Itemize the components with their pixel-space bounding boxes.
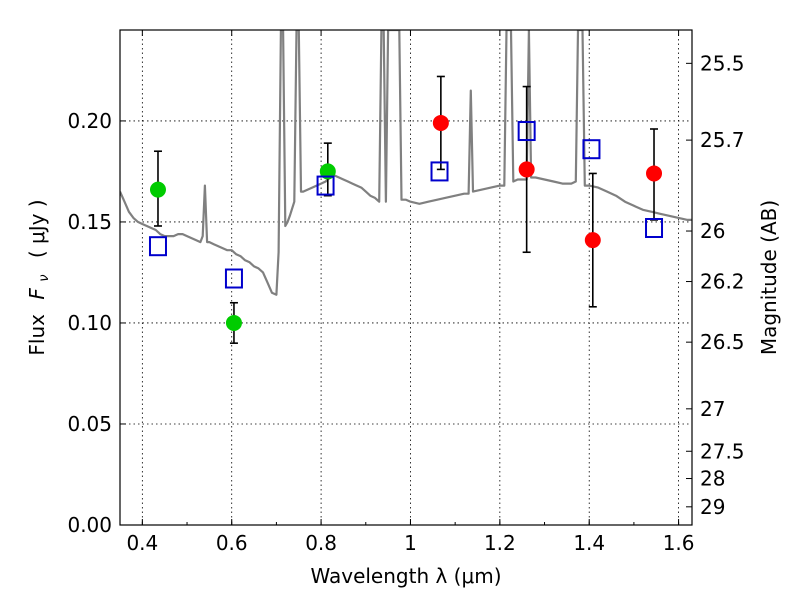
model-point (517, 121, 536, 142)
x-tick-label: 0.6 (216, 531, 248, 555)
x-tick-label: 1.4 (573, 531, 605, 555)
data-point (225, 314, 242, 331)
x-tick-label: 0.8 (305, 531, 337, 555)
y-tick-label: 0.10 (67, 311, 112, 335)
x-axis-label: Wavelength λ (μm) (310, 564, 501, 588)
x-tick-label: 1 (404, 531, 417, 555)
y-axis-label-symbol: F (25, 288, 49, 300)
y2-tick-label: 26 (700, 219, 725, 243)
model-point (148, 236, 167, 257)
data-points (148, 75, 664, 344)
y2-axis-label: Magnitude (AB) (757, 200, 781, 355)
y2-tick-label: 25.5 (700, 51, 745, 75)
y2-tick-label: 26.5 (700, 330, 745, 354)
model-point (645, 218, 664, 238)
y2-tick-label: 27.5 (700, 439, 745, 463)
y2-tick-label: 26.2 (700, 270, 745, 294)
y-tick-label: 0.15 (67, 210, 112, 234)
model-point (430, 161, 449, 182)
y-axis-label-unit: ( μJy ) (25, 199, 49, 258)
plot-frame (119, 29, 693, 526)
grid (120, 30, 692, 525)
y-tick-label: 0.05 (67, 412, 112, 436)
data-point (646, 165, 663, 182)
y2-tick-label: 25.7 (700, 128, 745, 152)
axis-ticks (120, 30, 692, 526)
data-point (319, 163, 336, 180)
data-point (149, 181, 166, 198)
x-tick-label: 0.4 (126, 531, 158, 555)
x-tick-label: 1.2 (484, 531, 516, 555)
model-point (224, 268, 243, 289)
data-point (584, 232, 601, 249)
y-axis-label-subscript: ν (37, 275, 52, 282)
model-point (316, 175, 335, 196)
y2-tick-label: 29 (700, 495, 725, 519)
spectrum-line (120, 30, 692, 296)
x-tick-label: 1.6 (663, 531, 695, 555)
tick-labels: 0.4 0.6 0.8 1 1.2 1.4 1.6 0.00 0.05 0.10 0.15 0.20 2… (67, 51, 744, 555)
model-point (582, 139, 601, 160)
series-model-photometry (148, 121, 664, 289)
series-green-observed (149, 142, 336, 344)
spectrum-layer (120, 30, 692, 296)
y2-tick-label: 28 (700, 467, 725, 491)
y2-tick-label: 27 (700, 397, 725, 421)
y-axis-label: Flux F ν ( μJy ) (25, 199, 53, 355)
data-point (432, 114, 449, 131)
y-tick-label: 0.00 (67, 513, 112, 537)
y-tick-label: 0.20 (67, 109, 112, 133)
data-point (518, 161, 535, 178)
y-axis-label-prefix: Flux (25, 314, 49, 356)
